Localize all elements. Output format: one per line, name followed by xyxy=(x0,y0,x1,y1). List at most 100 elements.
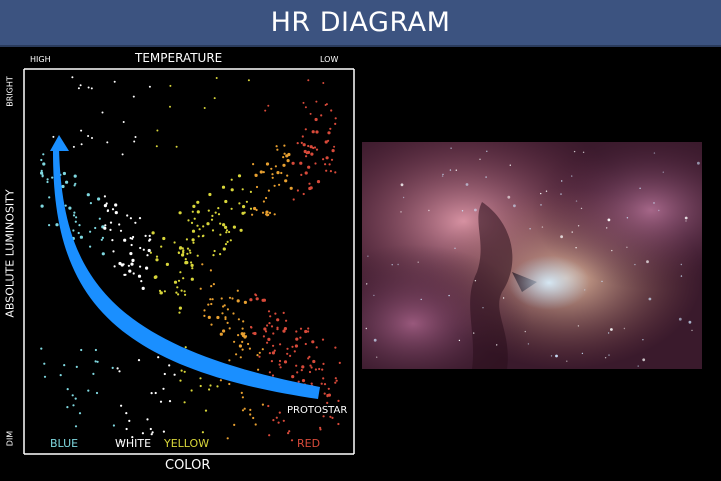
star-point xyxy=(111,239,114,242)
star-point xyxy=(79,235,83,239)
star-point xyxy=(184,346,187,349)
star-point xyxy=(139,265,142,268)
nebula-star xyxy=(529,228,531,230)
star-point xyxy=(219,332,223,336)
star-point xyxy=(274,312,277,315)
nebula-star xyxy=(513,204,516,208)
star-point xyxy=(125,412,128,415)
star-point xyxy=(265,196,268,200)
nebula-star xyxy=(458,339,461,342)
star-point xyxy=(219,222,222,225)
star-point xyxy=(210,323,213,326)
star-point xyxy=(307,79,310,82)
star-point xyxy=(254,293,257,296)
star-point xyxy=(302,101,305,104)
star-point xyxy=(302,143,306,147)
star-point xyxy=(75,216,78,219)
star-point xyxy=(286,174,289,177)
star-point xyxy=(226,437,229,440)
star-point xyxy=(315,346,318,349)
star-point xyxy=(178,211,182,215)
star-point xyxy=(236,299,240,303)
star-point xyxy=(334,346,337,349)
star-point xyxy=(134,136,137,138)
star-point xyxy=(137,359,141,362)
star-point xyxy=(156,129,159,132)
nebula-star xyxy=(688,320,692,324)
star-point xyxy=(128,419,131,422)
nebula-star xyxy=(626,217,629,219)
star-point xyxy=(271,351,275,355)
star-point xyxy=(222,223,226,227)
star-point xyxy=(292,198,295,201)
star-point xyxy=(191,267,194,270)
star-point xyxy=(278,411,281,414)
nebula-photo xyxy=(362,142,702,369)
nebula-star xyxy=(623,327,626,330)
star-point xyxy=(291,375,295,379)
star-point xyxy=(284,179,288,183)
star-point xyxy=(72,404,75,407)
star-point xyxy=(190,261,193,264)
star-point xyxy=(73,174,77,178)
star-point xyxy=(114,211,118,215)
star-point xyxy=(334,171,337,174)
star-point xyxy=(330,158,334,161)
star-point xyxy=(248,347,251,350)
star-point xyxy=(225,229,229,232)
star-point xyxy=(196,200,200,204)
star-point xyxy=(295,364,298,367)
star-point xyxy=(287,432,290,435)
star-point xyxy=(190,263,194,267)
star-point xyxy=(272,419,275,422)
star-point xyxy=(322,158,325,161)
nebula-star xyxy=(697,161,700,165)
star-point xyxy=(282,311,285,314)
star-point xyxy=(324,140,328,144)
star-point xyxy=(221,312,224,315)
star-point xyxy=(295,330,298,333)
star-point xyxy=(113,80,116,83)
star-point xyxy=(268,211,272,214)
star-point xyxy=(283,152,286,155)
star-point xyxy=(327,387,330,390)
star-point xyxy=(157,356,160,359)
star-point xyxy=(111,208,115,211)
star-point xyxy=(150,433,153,436)
star-point xyxy=(212,254,215,257)
star-point xyxy=(129,217,132,220)
star-point xyxy=(190,389,193,392)
star-point xyxy=(74,425,78,428)
star-point xyxy=(270,167,273,170)
star-point xyxy=(242,205,246,209)
star-point xyxy=(337,422,340,426)
star-point xyxy=(268,322,271,325)
star-point xyxy=(230,207,233,210)
star-point xyxy=(120,440,123,443)
nebula-star xyxy=(573,150,576,153)
star-point xyxy=(104,224,107,227)
star-point xyxy=(111,366,114,369)
star-point xyxy=(257,368,260,371)
nebula-star xyxy=(540,204,542,206)
star-point xyxy=(208,192,212,197)
star-point xyxy=(226,321,229,324)
star-point xyxy=(114,203,118,207)
nebula-star xyxy=(461,210,464,212)
star-point xyxy=(302,192,305,196)
star-point xyxy=(249,298,253,302)
star-point xyxy=(323,383,327,386)
star-point xyxy=(42,153,45,156)
star-point xyxy=(65,180,69,184)
star-point xyxy=(327,393,331,397)
star-point xyxy=(40,347,43,350)
star-point xyxy=(307,144,310,148)
temperature-label: TEMPERATURE xyxy=(135,51,223,65)
star-point xyxy=(113,265,116,268)
star-point xyxy=(259,170,263,174)
star-point xyxy=(252,163,255,166)
star-point xyxy=(139,246,142,250)
nebula-star xyxy=(685,220,687,222)
star-point xyxy=(183,401,186,404)
star-point xyxy=(323,392,326,395)
